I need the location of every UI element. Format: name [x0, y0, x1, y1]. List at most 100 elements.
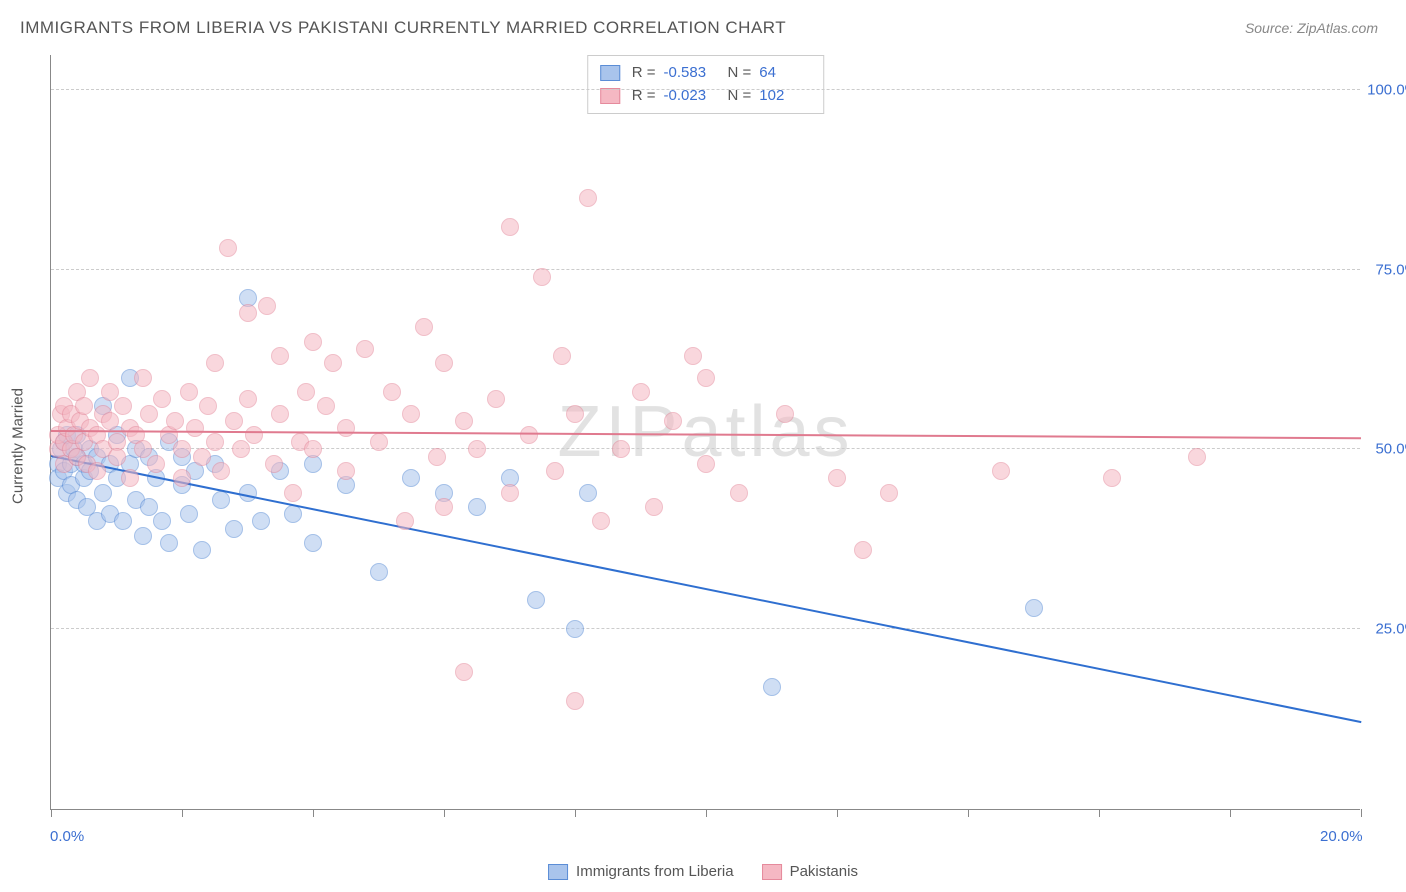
- gridline: [51, 269, 1360, 270]
- data-point: [180, 383, 198, 401]
- data-point: [206, 354, 224, 372]
- data-point: [664, 412, 682, 430]
- data-point: [134, 440, 152, 458]
- data-point: [271, 347, 289, 365]
- data-point: [166, 412, 184, 430]
- data-point: [297, 383, 315, 401]
- x-tick: [182, 809, 183, 817]
- stat-N-value-liberia: 64: [759, 62, 811, 85]
- data-point: [697, 369, 715, 387]
- trend-line: [51, 455, 1361, 723]
- data-point: [304, 333, 322, 351]
- data-point: [134, 527, 152, 545]
- data-point: [455, 412, 473, 430]
- data-point: [415, 318, 433, 336]
- x-tick: [1361, 809, 1362, 817]
- x-tick: [51, 809, 52, 817]
- legend-item-liberia: Immigrants from Liberia: [548, 863, 734, 880]
- data-point: [402, 469, 420, 487]
- data-point: [140, 405, 158, 423]
- data-point: [258, 297, 276, 315]
- data-point: [546, 462, 564, 480]
- data-point: [566, 620, 584, 638]
- data-point: [88, 462, 106, 480]
- data-point: [114, 512, 132, 530]
- stat-R-value-liberia: -0.583: [664, 62, 716, 85]
- data-point: [271, 405, 289, 423]
- data-point: [219, 239, 237, 257]
- data-point: [225, 412, 243, 430]
- stat-R-label: R =: [632, 62, 656, 85]
- data-point: [455, 663, 473, 681]
- data-point: [199, 397, 217, 415]
- x-tick: [706, 809, 707, 817]
- stat-N-value-pakistani: 102: [759, 85, 811, 108]
- data-point: [75, 397, 93, 415]
- plot-area: ZIPatlas R = -0.583 N = 64 R = -0.023 N …: [50, 55, 1360, 810]
- data-point: [383, 383, 401, 401]
- data-point: [501, 218, 519, 236]
- data-point: [566, 405, 584, 423]
- data-point: [435, 498, 453, 516]
- data-point: [684, 347, 702, 365]
- swatch-pakistani: [600, 88, 620, 104]
- data-point: [225, 520, 243, 538]
- data-point: [173, 469, 191, 487]
- legend-item-pakistani: Pakistanis: [762, 863, 858, 880]
- data-point: [239, 390, 257, 408]
- data-point: [140, 498, 158, 516]
- stats-legend-box: R = -0.583 N = 64 R = -0.023 N = 102: [587, 55, 825, 114]
- data-point: [370, 563, 388, 581]
- data-point: [763, 678, 781, 696]
- data-point: [160, 534, 178, 552]
- swatch-liberia: [548, 864, 568, 880]
- data-point: [645, 498, 663, 516]
- data-point: [520, 426, 538, 444]
- legend-label-pakistani: Pakistanis: [790, 863, 858, 880]
- data-point: [1025, 599, 1043, 617]
- data-point: [186, 419, 204, 437]
- data-point: [212, 491, 230, 509]
- data-point: [828, 469, 846, 487]
- data-point: [337, 419, 355, 437]
- data-point: [992, 462, 1010, 480]
- data-point: [232, 440, 250, 458]
- data-point: [396, 512, 414, 530]
- data-point: [193, 448, 211, 466]
- swatch-liberia: [600, 65, 620, 81]
- data-point: [356, 340, 374, 358]
- data-point: [180, 505, 198, 523]
- data-point: [730, 484, 748, 502]
- gridline: [51, 89, 1360, 90]
- data-point: [402, 405, 420, 423]
- y-tick-label: 75.0%: [1375, 261, 1406, 278]
- data-point: [153, 512, 171, 530]
- gridline: [51, 628, 1360, 629]
- data-point: [134, 369, 152, 387]
- data-point: [239, 304, 257, 322]
- swatch-pakistani: [762, 864, 782, 880]
- data-point: [468, 440, 486, 458]
- data-point: [114, 397, 132, 415]
- data-point: [193, 541, 211, 559]
- x-axis-right-label: 20.0%: [1320, 828, 1363, 845]
- data-point: [284, 484, 302, 502]
- x-tick: [444, 809, 445, 817]
- data-point: [212, 462, 230, 480]
- data-point: [527, 591, 545, 609]
- x-tick: [1230, 809, 1231, 817]
- x-tick: [313, 809, 314, 817]
- data-point: [101, 412, 119, 430]
- data-point: [245, 426, 263, 444]
- data-point: [468, 498, 486, 516]
- stats-row-pakistani: R = -0.023 N = 102: [600, 85, 812, 108]
- data-point: [147, 455, 165, 473]
- data-point: [121, 469, 139, 487]
- data-point: [252, 512, 270, 530]
- data-point: [854, 541, 872, 559]
- stat-R-label: R =: [632, 85, 656, 108]
- data-point: [632, 383, 650, 401]
- data-point: [501, 484, 519, 502]
- data-point: [428, 448, 446, 466]
- data-point: [317, 397, 335, 415]
